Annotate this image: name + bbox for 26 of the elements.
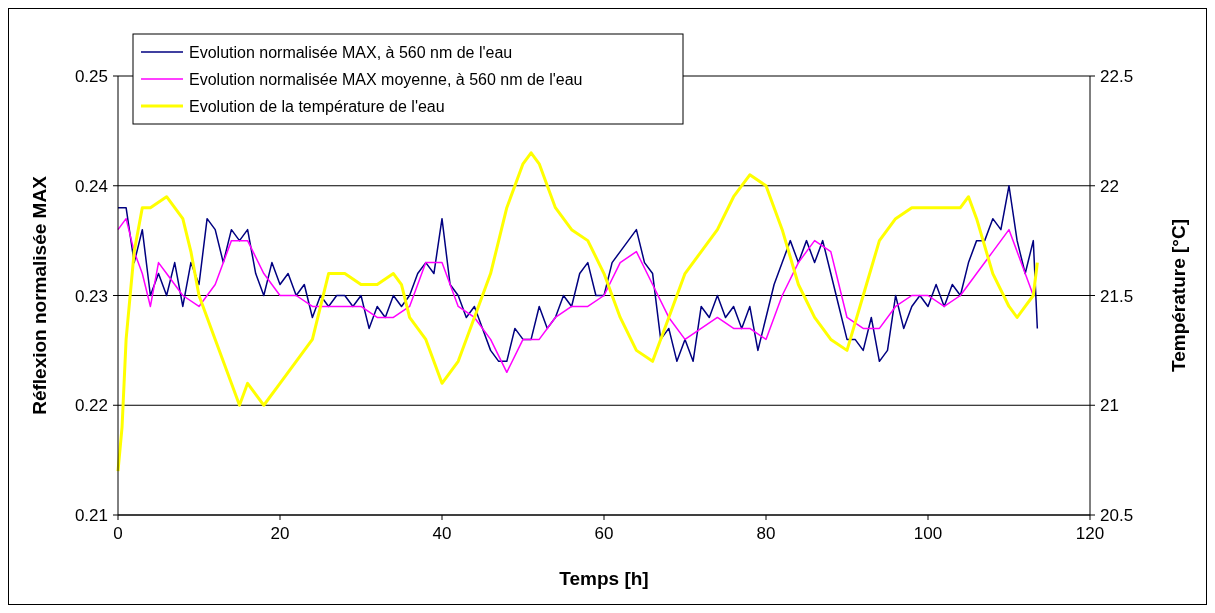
x-tick-label: 100 <box>913 524 943 543</box>
y-axis-title: Réflexion normalisée MAX <box>29 175 50 415</box>
y2-tick-label: 20.5 <box>1100 506 1134 525</box>
y2-tick-label: 22 <box>1100 176 1119 196</box>
x-tick-label: 40 <box>432 524 452 543</box>
x-tick-label: 0 <box>113 524 123 543</box>
y2-tick-label: 21.5 <box>1100 286 1134 306</box>
legend-label: Evolution normalisée MAX moyenne, à 560 nm de l'eau <box>189 71 583 88</box>
y-tick-label: 0.24 <box>74 176 108 196</box>
y2-tick-label: 22.5 <box>1100 67 1134 86</box>
x-tick-label: 20 <box>270 524 290 543</box>
x-tick-label: 120 <box>1075 524 1105 543</box>
y-tick-label: 0.23 <box>74 286 108 306</box>
line-series <box>117 185 1039 363</box>
y-tick-label: 0.22 <box>74 396 108 416</box>
legend-label: Evolution de la température de l'eau <box>189 98 445 115</box>
y-tick-label: 0.25 <box>74 67 108 86</box>
x-axis-title: Temps [h] <box>559 568 649 589</box>
y-tick-label: 0.21 <box>74 506 108 525</box>
x-tick-label: 60 <box>594 524 614 543</box>
x-tick-label: 80 <box>756 524 776 543</box>
line-series <box>117 217 1035 374</box>
y2-axis-title: Température [°C] <box>1168 219 1189 372</box>
legend-label: Evolution normalisée MAX, à 560 nm de l'eau <box>189 44 513 61</box>
line-series <box>116 151 1039 473</box>
y2-tick-label: 21 <box>1100 396 1119 416</box>
